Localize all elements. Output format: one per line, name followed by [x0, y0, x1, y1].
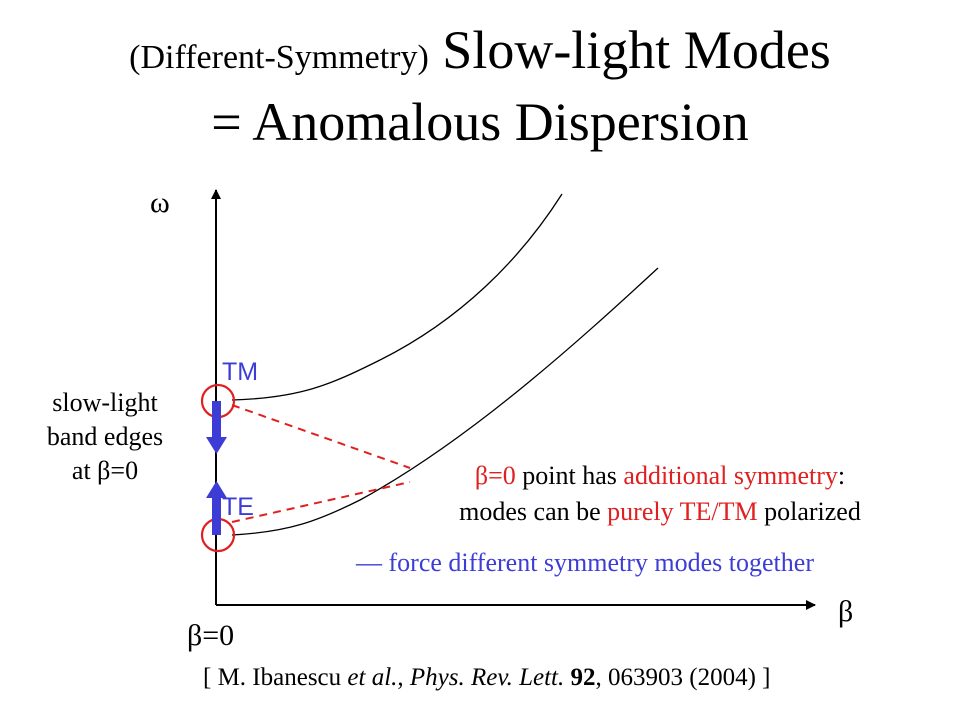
tm-band-curve [231, 193, 563, 401]
citation-rest: , 063903 (2004) ] [595, 664, 771, 691]
symmetry-text-b: modes can be [459, 497, 608, 526]
pointer-line-te [231, 481, 411, 523]
citation-etal: et al. [347, 664, 398, 691]
citation: [ M. Ibanescu et al., Phys. Rev. Lett. 9… [203, 664, 771, 692]
citation-sep1: , [397, 664, 410, 691]
slide-title-line1: (Different-Symmetry) Slow-light Modes [0, 20, 960, 88]
tm-mode-label: TM [222, 358, 259, 386]
te-band-curve [231, 267, 659, 536]
band-edge-line2: band edges [46, 422, 164, 451]
title-prefix: (Different-Symmetry) [129, 39, 429, 76]
symmetry-note: β=0 point has additional symmetry: modes… [400, 458, 920, 530]
beta-zero-highlight: β=0 [474, 461, 516, 490]
beta-zero-label: β=0 [187, 619, 235, 652]
band-edge-line3: at β=0 [71, 456, 139, 485]
purely-te-tm-highlight: purely TE/TM [607, 497, 758, 526]
band-edge-line1: slow-light [52, 388, 158, 417]
force-note: — force different symmetry modes togethe… [356, 548, 814, 577]
beta-axis-label: β [838, 595, 854, 628]
te-mode-label: TE [222, 493, 254, 521]
slide-title-line2: = Anomalous Dispersion [211, 92, 749, 152]
title-main: Slow-light Modes [442, 20, 831, 80]
tm-arrow-shaft [212, 401, 221, 438]
symmetry-text-colon: : [837, 461, 846, 490]
citation-volume: 92 [570, 664, 596, 691]
additional-symmetry-highlight: additional symmetry [623, 461, 838, 490]
te-arrow-shaft [212, 497, 221, 535]
band-edge-label: slow-light band edges at β=0 [30, 386, 180, 488]
symmetry-note-line1: β=0 point has additional symmetry: [400, 458, 920, 494]
citation-journal: Phys. Rev. Lett. [409, 664, 565, 691]
symmetry-text-a: point has [515, 461, 624, 490]
pointer-line-tm [231, 404, 411, 469]
omega-axis-label: ω [150, 186, 170, 219]
tm-arrow-down [206, 437, 227, 454]
citation-open: [ M. Ibanescu [203, 664, 348, 691]
te-arrow-up [206, 481, 227, 498]
symmetry-text-c: polarized [757, 497, 861, 526]
symmetry-note-line2: modes can be purely TE/TM polarized [400, 494, 920, 530]
